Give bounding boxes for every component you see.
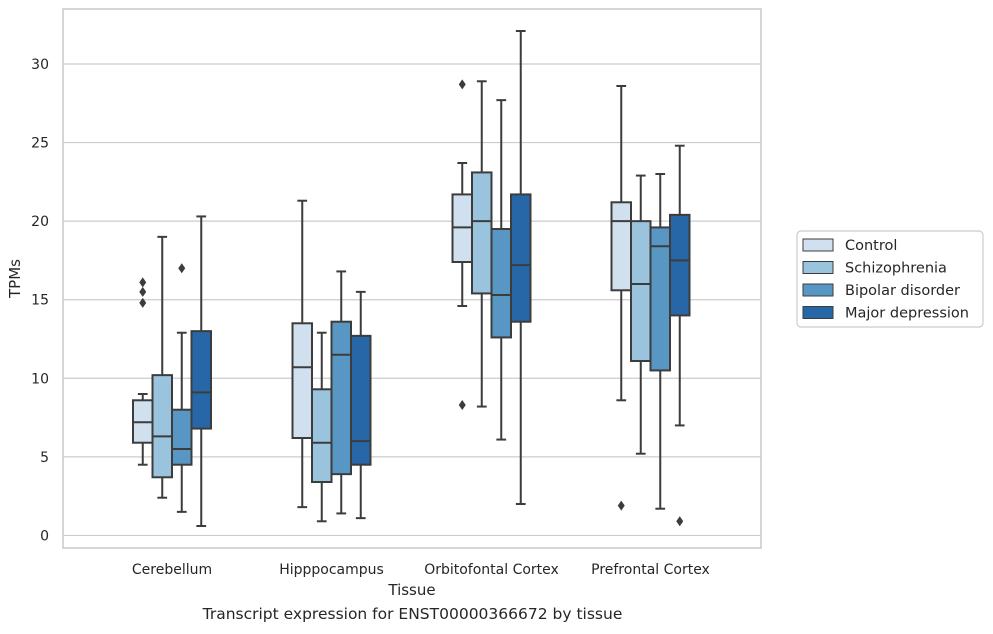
- box-2-1: [471, 80, 493, 408]
- box-iqr: [510, 193, 532, 323]
- box-2-0: [451, 79, 473, 410]
- legend: Control Schizophrenia Bipolar disorder Majo…: [796, 230, 984, 328]
- outlier-point: [139, 286, 147, 297]
- box-2-3: [510, 30, 532, 505]
- box-1-1: [311, 331, 333, 523]
- outlier-point: [676, 516, 684, 527]
- legend-label: Bipolar disorder: [845, 283, 960, 299]
- legend-label: Schizophrenia: [845, 261, 947, 277]
- box-1-0: [291, 199, 313, 509]
- y-tick-label: 20: [31, 214, 49, 230]
- y-tick-label: 0: [40, 528, 49, 544]
- outlier-point: [458, 79, 466, 90]
- legend-swatch: [802, 306, 834, 319]
- x-axis-label: Tissue: [387, 581, 435, 599]
- outlier-point: [139, 297, 147, 308]
- x-tick-label: Prefrontal Cortex: [591, 562, 710, 578]
- legend-label: Control: [845, 238, 897, 254]
- box-1-3: [350, 290, 372, 520]
- box-0-1: [151, 235, 173, 499]
- outlier-point: [458, 400, 466, 410]
- outlier-point: [139, 277, 147, 288]
- box-iqr: [630, 220, 652, 362]
- box-iqr: [649, 226, 671, 372]
- y-tick-label: 15: [31, 293, 49, 309]
- box-3-3: [669, 144, 691, 527]
- legend-swatch: [802, 283, 834, 297]
- box-iqr: [151, 374, 173, 479]
- y-tick-label: 30: [31, 57, 49, 73]
- box-iqr: [471, 171, 493, 295]
- box-iqr: [311, 388, 333, 483]
- box-iqr: [330, 320, 352, 476]
- y-axis-label: TPMs: [6, 259, 24, 299]
- plot-frame: [62, 8, 762, 549]
- chart-caption: Transcript expression for ENST0000036667…: [202, 605, 623, 623]
- y-tick-label: 10: [31, 371, 49, 387]
- box-iqr: [610, 201, 632, 292]
- x-tick-label: Cerebellum: [132, 562, 212, 578]
- legend-label: Major depression: [845, 306, 969, 322]
- box-iqr: [291, 322, 313, 439]
- box-iqr: [669, 213, 691, 317]
- x-tick-label: Orbitofontal Cortex: [424, 562, 559, 578]
- box-2-2: [490, 99, 512, 441]
- legend-swatch: [802, 261, 834, 274]
- box-0-2: [171, 263, 193, 513]
- outlier-point: [617, 500, 625, 511]
- y-tick-label: 25: [31, 136, 49, 152]
- legend-swatch: [802, 238, 834, 252]
- box-iqr: [490, 228, 512, 339]
- box-iqr: [190, 330, 212, 430]
- box-iqr: [350, 334, 372, 466]
- y-tick-label: 5: [40, 450, 49, 466]
- outlier-point: [178, 263, 186, 274]
- box-0-3: [190, 215, 212, 527]
- x-tick-label: Hipppocampus: [279, 562, 384, 578]
- box-iqr: [171, 408, 193, 466]
- box-3-0: [610, 85, 632, 511]
- legend-frame: [796, 230, 984, 328]
